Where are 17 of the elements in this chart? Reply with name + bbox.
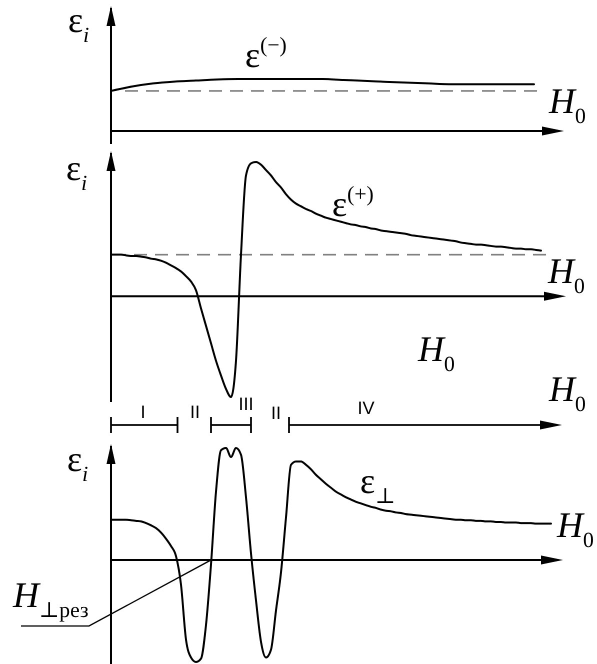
x-axis-title: H$_{0}$ <box>547 251 585 298</box>
annotation: III <box>238 394 254 414</box>
text: H$_{⊥рез}$ <box>12 575 88 622</box>
annotation: H$_{0}$ <box>417 329 455 376</box>
series-label: ε$_{⊥}$ <box>360 461 396 508</box>
x-axis-title: H$_{0}$ <box>556 505 594 552</box>
series-label: ε$^{(−)}$ <box>245 32 287 75</box>
text: II <box>190 402 200 422</box>
text: I <box>140 402 146 422</box>
text: II <box>270 403 282 423</box>
y-axis-title: ε$_{i}$ <box>66 148 88 195</box>
text: IV <box>357 398 375 418</box>
y-axis-title: ε$_{i}$ <box>68 0 90 47</box>
series-label: ε$^{(+)}$ <box>332 182 374 224</box>
text: H$_{0}$ <box>548 369 586 416</box>
x-axis-title: H$_{0}$ <box>548 81 586 128</box>
y-axis-title: ε$_{i}$ <box>67 439 88 486</box>
